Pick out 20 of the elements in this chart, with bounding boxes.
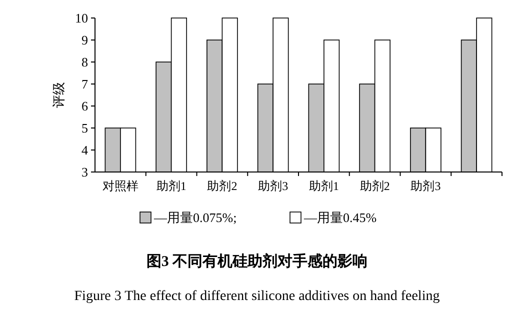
y-tick-label: 7: [82, 76, 88, 92]
y-tick-label: 5: [82, 120, 88, 136]
legend-label: —用量0.075%;: [153, 210, 237, 225]
x-tick-label: 助剂3: [258, 179, 288, 193]
x-tick-label: 助剂3: [410, 179, 441, 193]
x-tick-label: 助剂1: [308, 179, 339, 193]
y-tick-label: 3: [82, 164, 88, 180]
y-axis-title: 评级: [51, 82, 66, 108]
x-tick-label: 对照样: [102, 179, 138, 193]
text: Figure 3 The effect of different silicone additives on hand feeling: [74, 289, 440, 304]
x-tick-label: 助剂1: [156, 179, 186, 193]
legend-label: —用量0.45%: [303, 210, 377, 225]
x-tick-label: 助剂2: [207, 179, 238, 193]
x-tick-label: 助剂2: [360, 179, 390, 193]
text: 图3 不同有机硅助剂对手感的影响: [146, 252, 368, 270]
y-tick-label: 6: [82, 98, 88, 114]
y-tick-label: 8: [82, 54, 88, 70]
y-tick-label: 9: [82, 32, 88, 48]
y-tick-label: 4: [82, 142, 88, 158]
y-tick-label: 10: [75, 10, 88, 26]
